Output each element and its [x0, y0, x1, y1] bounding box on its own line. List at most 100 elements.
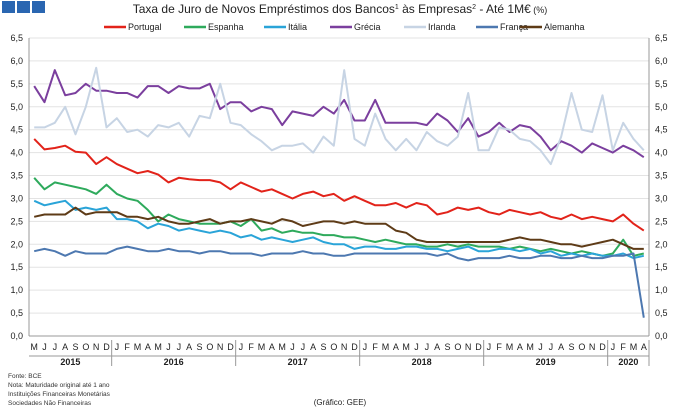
y-tick-label-left: 4,5 [10, 125, 23, 135]
y-tick-label-right: 3,0 [655, 193, 668, 203]
x-tick-label: J [414, 342, 419, 352]
year-label: 2016 [164, 357, 184, 367]
legend-label-espanha: Espanha [208, 22, 244, 32]
x-tick-label: O [82, 342, 89, 352]
x-tick-label: J [177, 342, 182, 352]
x-tick-label: O [206, 342, 213, 352]
x-tick-label: D [599, 342, 606, 352]
year-label: 2015 [60, 357, 80, 367]
x-tick-label: M [506, 342, 514, 352]
x-tick-label: A [393, 342, 399, 352]
x-tick-label: A [186, 342, 192, 352]
y-tick-label-left: 5,0 [10, 102, 23, 112]
legend-label-portugal: Portugal [128, 22, 162, 32]
axes: 0,0 0,0 0,5 0,5 1,0 1,0 1,5 1,5 2,0 2,0 2,5 2,5 3,0 3… [10, 33, 667, 367]
x-tick-label: J [425, 342, 430, 352]
x-tick-label: D [103, 342, 110, 352]
series-line-irlanda [34, 66, 645, 166]
x-tick-label: A [145, 342, 151, 352]
legend-label-grecia: Grécia [354, 22, 381, 32]
x-tick-label: A [558, 342, 564, 352]
x-tick-label: A [641, 342, 647, 352]
x-tick-label: M [278, 342, 286, 352]
year-label: 2018 [412, 357, 432, 367]
x-tick-label: N [217, 342, 224, 352]
y-tick-label-right: 1,5 [655, 262, 668, 272]
x-tick-label: S [320, 342, 326, 352]
y-tick-label-right: 5,0 [655, 102, 668, 112]
x-tick-label: M [154, 342, 162, 352]
y-tick-label-left: 3,0 [10, 193, 23, 203]
y-tick-label-left: 0,0 [10, 331, 23, 341]
series-line-italia [33, 199, 645, 260]
legend-label-italia: Itália [288, 22, 307, 32]
y-tick-label-left: 1,0 [10, 285, 23, 295]
legend-label-alemanha: Alemanha [544, 22, 585, 32]
y-tick-label-right: 2,0 [655, 239, 668, 249]
footer-notes: Fonte: BCE Nota: Maturidade original até … [8, 373, 367, 407]
footer-note: Nota: Maturidade original até 1 ano [8, 382, 110, 389]
x-tick-label: F [620, 342, 626, 352]
x-tick-label: M [526, 342, 534, 352]
x-tick-label: D [351, 342, 358, 352]
chart-title: Taxa de Juro de Novos Empréstimos dos Ba… [133, 2, 548, 16]
y-tick-label-left: 2,5 [10, 216, 23, 226]
x-tick-label: M [382, 342, 390, 352]
x-tick-label: J [290, 342, 295, 352]
x-tick-label: J [363, 342, 368, 352]
x-tick-label: S [444, 342, 450, 352]
series-line-portugal [33, 138, 645, 232]
x-tick-label: M [402, 342, 410, 352]
y-tick-label-right: 4,0 [655, 148, 668, 158]
x-tick-label: A [269, 342, 275, 352]
x-tick-label: S [72, 342, 78, 352]
y-tick-label-left: 2,0 [10, 239, 23, 249]
y-tick-label-right: 6,0 [655, 56, 668, 66]
footer-note: Instituições Financeiras Monetárias [8, 391, 111, 398]
footer-note: Sociedades Não Financeiras [8, 400, 92, 407]
y-tick-label-left: 3,5 [10, 171, 23, 181]
x-tick-label: F [248, 342, 254, 352]
x-tick-label: O [330, 342, 337, 352]
x-tick-label: D [475, 342, 482, 352]
y-tick-label-right: 0,5 [655, 308, 668, 318]
x-tick-label: J [166, 342, 171, 352]
series-line-espanha [33, 177, 645, 257]
x-tick-label: O [578, 342, 585, 352]
grid [29, 37, 649, 337]
x-tick-label: F [372, 342, 378, 352]
y-tick-label-left: 6,0 [10, 56, 23, 66]
legend-label-franca: França [500, 22, 528, 32]
x-tick-label: A [434, 342, 440, 352]
series-line-alemanha [33, 206, 644, 250]
x-tick-label: S [568, 342, 574, 352]
x-tick-label: J [239, 342, 244, 352]
x-tick-label: A [62, 342, 68, 352]
chart-credit: (Gráfico: GEE) [314, 398, 367, 407]
x-tick-label: F [124, 342, 130, 352]
x-tick-label: N [341, 342, 348, 352]
y-tick-label-left: 5,5 [10, 79, 23, 89]
x-tick-label: N [93, 342, 100, 352]
x-tick-label: F [496, 342, 502, 352]
y-tick-label-right: 0,0 [655, 331, 668, 341]
x-tick-label: J [115, 342, 120, 352]
x-tick-label: J [301, 342, 306, 352]
y-tick-label-left: 1,5 [10, 262, 23, 272]
x-tick-label: M [30, 342, 38, 352]
x-tick-label: O [454, 342, 461, 352]
x-tick-label: J [611, 342, 616, 352]
x-tick-label: J [42, 342, 47, 352]
x-tick-label: M [134, 342, 142, 352]
x-tick-label: N [465, 342, 472, 352]
logo [2, 1, 45, 13]
y-tick-label-left: 6,5 [10, 33, 23, 43]
x-tick-label: J [538, 342, 543, 352]
x-tick-label: D [227, 342, 234, 352]
x-tick-label: S [196, 342, 202, 352]
y-tick-label-right: 4,5 [655, 125, 668, 135]
year-label: 2017 [288, 357, 308, 367]
x-tick-label: J [549, 342, 554, 352]
y-tick-label-right: 1,0 [655, 285, 668, 295]
